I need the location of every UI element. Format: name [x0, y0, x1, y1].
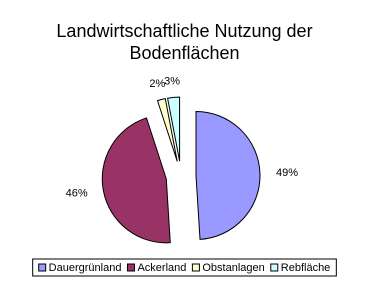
legend-swatch	[38, 263, 47, 272]
data-label: 3%	[164, 75, 180, 87]
legend-label: Ackerland	[137, 262, 186, 274]
data-label: 46%	[66, 188, 88, 200]
chart-title: Landwirtschaftliche Nutzung der Bodenflä…	[56, 21, 313, 63]
legend-swatch	[270, 263, 279, 272]
legend-label: Dauergrünland	[49, 262, 122, 274]
pie-slice	[156, 98, 178, 162]
legend-label: Rebfläche	[281, 262, 331, 274]
data-label: 2%	[149, 78, 165, 90]
pie-slice	[167, 96, 181, 162]
legend-swatch	[191, 263, 200, 272]
pie-slice	[101, 117, 171, 244]
legend-box	[32, 258, 337, 277]
pie-slice	[195, 111, 261, 240]
legend-label: Obstanlagen	[202, 262, 264, 274]
legend-swatch	[126, 263, 135, 272]
data-label: 49%	[276, 167, 298, 179]
